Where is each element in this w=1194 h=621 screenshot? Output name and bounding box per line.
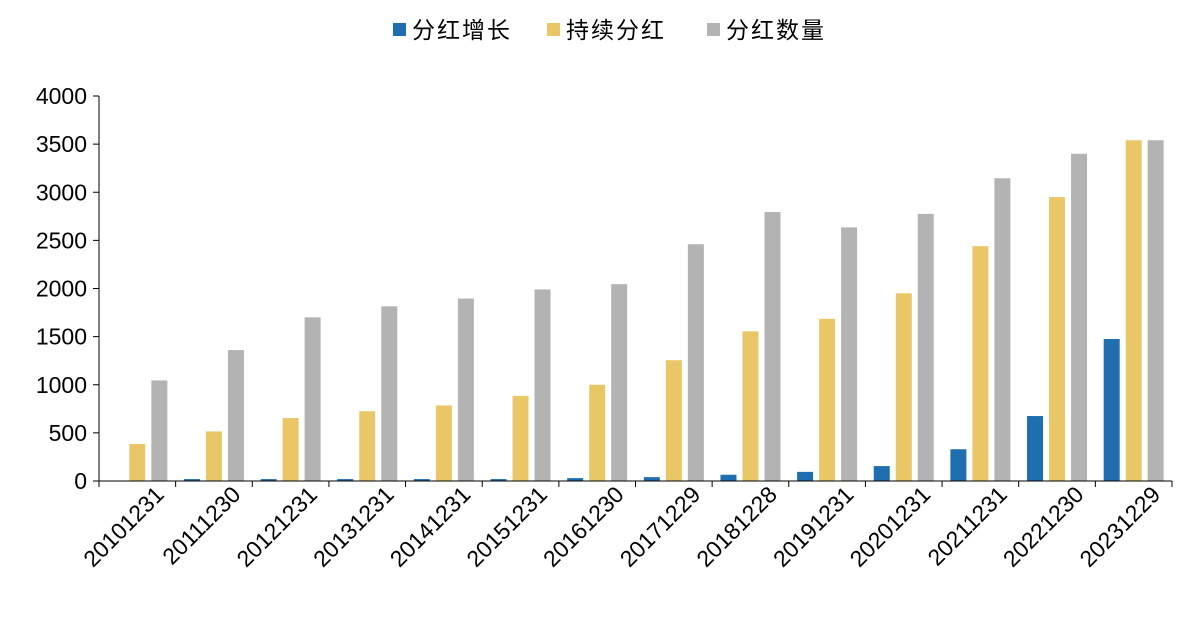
bar-1-20211231 <box>950 449 967 481</box>
bar-1-20121231 <box>260 479 277 481</box>
x-tick-label: 20231229 <box>1074 481 1165 572</box>
y-tick-label: 2500 <box>36 227 87 253</box>
bar-2-20211231 <box>972 246 989 481</box>
bar-2-20101231 <box>129 443 146 481</box>
bar-2-20201231 <box>895 293 912 481</box>
legend-swatch-1 <box>393 23 406 36</box>
y-tick-label: 3000 <box>36 179 87 205</box>
x-axis: 2010123120111230201212312013123120141231… <box>78 480 1173 572</box>
x-tick-label: 20111230 <box>157 481 245 569</box>
bar-2-20141231 <box>435 405 452 481</box>
bar-1-20161230 <box>567 478 584 481</box>
bar-2-20181228 <box>742 331 759 481</box>
x-tick-label: 20221230 <box>998 481 1089 572</box>
bar-1-20171229 <box>643 477 660 481</box>
bar-3-20181228 <box>764 211 781 481</box>
x-tick-label: 20141231 <box>385 481 476 572</box>
bar-3-20221230 <box>1071 153 1088 481</box>
y-tick-label: 4000 <box>36 83 87 109</box>
legend-swatch-2 <box>547 23 560 36</box>
x-tick-label: 20211231 <box>922 481 1012 571</box>
bar-3-20171229 <box>687 244 704 481</box>
bars <box>129 140 1164 481</box>
bar-2-20231229 <box>1125 140 1142 481</box>
bar-2-20121231 <box>282 417 299 481</box>
y-axis: 0 500 1000 1500 2000 2500 3000 3500 4000 <box>36 83 100 494</box>
legend-label-3: 分红数量 <box>726 18 826 44</box>
x-tick-label: 20151231 <box>461 481 552 572</box>
x-tick-label: 20131231 <box>308 481 399 572</box>
y-tick-label: 500 <box>49 420 87 446</box>
bar-2-20111230 <box>205 431 222 481</box>
y-tick-label: 1500 <box>36 324 87 350</box>
y-tick-label: 0 <box>74 468 87 494</box>
bar-1-20131231 <box>337 479 354 481</box>
legend-label-2: 持续分红 <box>566 18 666 44</box>
bar-3-20101231 <box>151 380 168 481</box>
bar-1-20141231 <box>413 479 430 481</box>
bar-2-20131231 <box>359 411 376 481</box>
x-tick-label: 20181228 <box>691 481 782 572</box>
bar-1-20231229 <box>1103 339 1120 481</box>
bar-3-20191231 <box>841 227 858 481</box>
bar-1-20191231 <box>797 471 814 481</box>
y-tick-label: 2000 <box>36 276 87 302</box>
bar-1-20201231 <box>873 466 890 481</box>
x-tick-label: 20101231 <box>78 481 169 572</box>
bar-1-20221230 <box>1027 416 1044 481</box>
bar-2-20161230 <box>589 384 606 481</box>
x-tick-label: 20191231 <box>768 481 859 572</box>
bar-3-20151231 <box>534 289 551 481</box>
bar-3-20211231 <box>994 178 1011 481</box>
bar-1-20181228 <box>720 474 737 481</box>
y-tick-label: 3500 <box>36 131 87 157</box>
bar-3-20231229 <box>1147 140 1164 481</box>
bar-3-20141231 <box>457 298 474 481</box>
x-tick-label: 20121231 <box>231 481 322 572</box>
y-tick-label: 1000 <box>36 372 87 398</box>
bar-3-20111230 <box>227 350 244 481</box>
bar-3-20161230 <box>611 284 628 481</box>
x-tick-label: 20171229 <box>615 481 706 572</box>
legend-swatch-3 <box>707 23 720 36</box>
bar-3-20131231 <box>381 306 398 481</box>
bar-2-20171229 <box>665 360 682 481</box>
legend-label-1: 分红增长 <box>412 18 512 44</box>
bar-2-20191231 <box>819 318 836 481</box>
bar-2-20151231 <box>512 395 529 481</box>
x-tick-label: 20201231 <box>845 481 936 572</box>
bar-3-20121231 <box>304 317 321 481</box>
bar-1-20151231 <box>490 479 507 481</box>
bar-3-20201231 <box>917 213 934 481</box>
bar-1-20111230 <box>183 479 200 481</box>
x-tick-label: 20161230 <box>538 481 629 572</box>
bar-2-20221230 <box>1049 197 1066 481</box>
legend: 分红增长 持续分红 分红数量 <box>393 18 826 44</box>
